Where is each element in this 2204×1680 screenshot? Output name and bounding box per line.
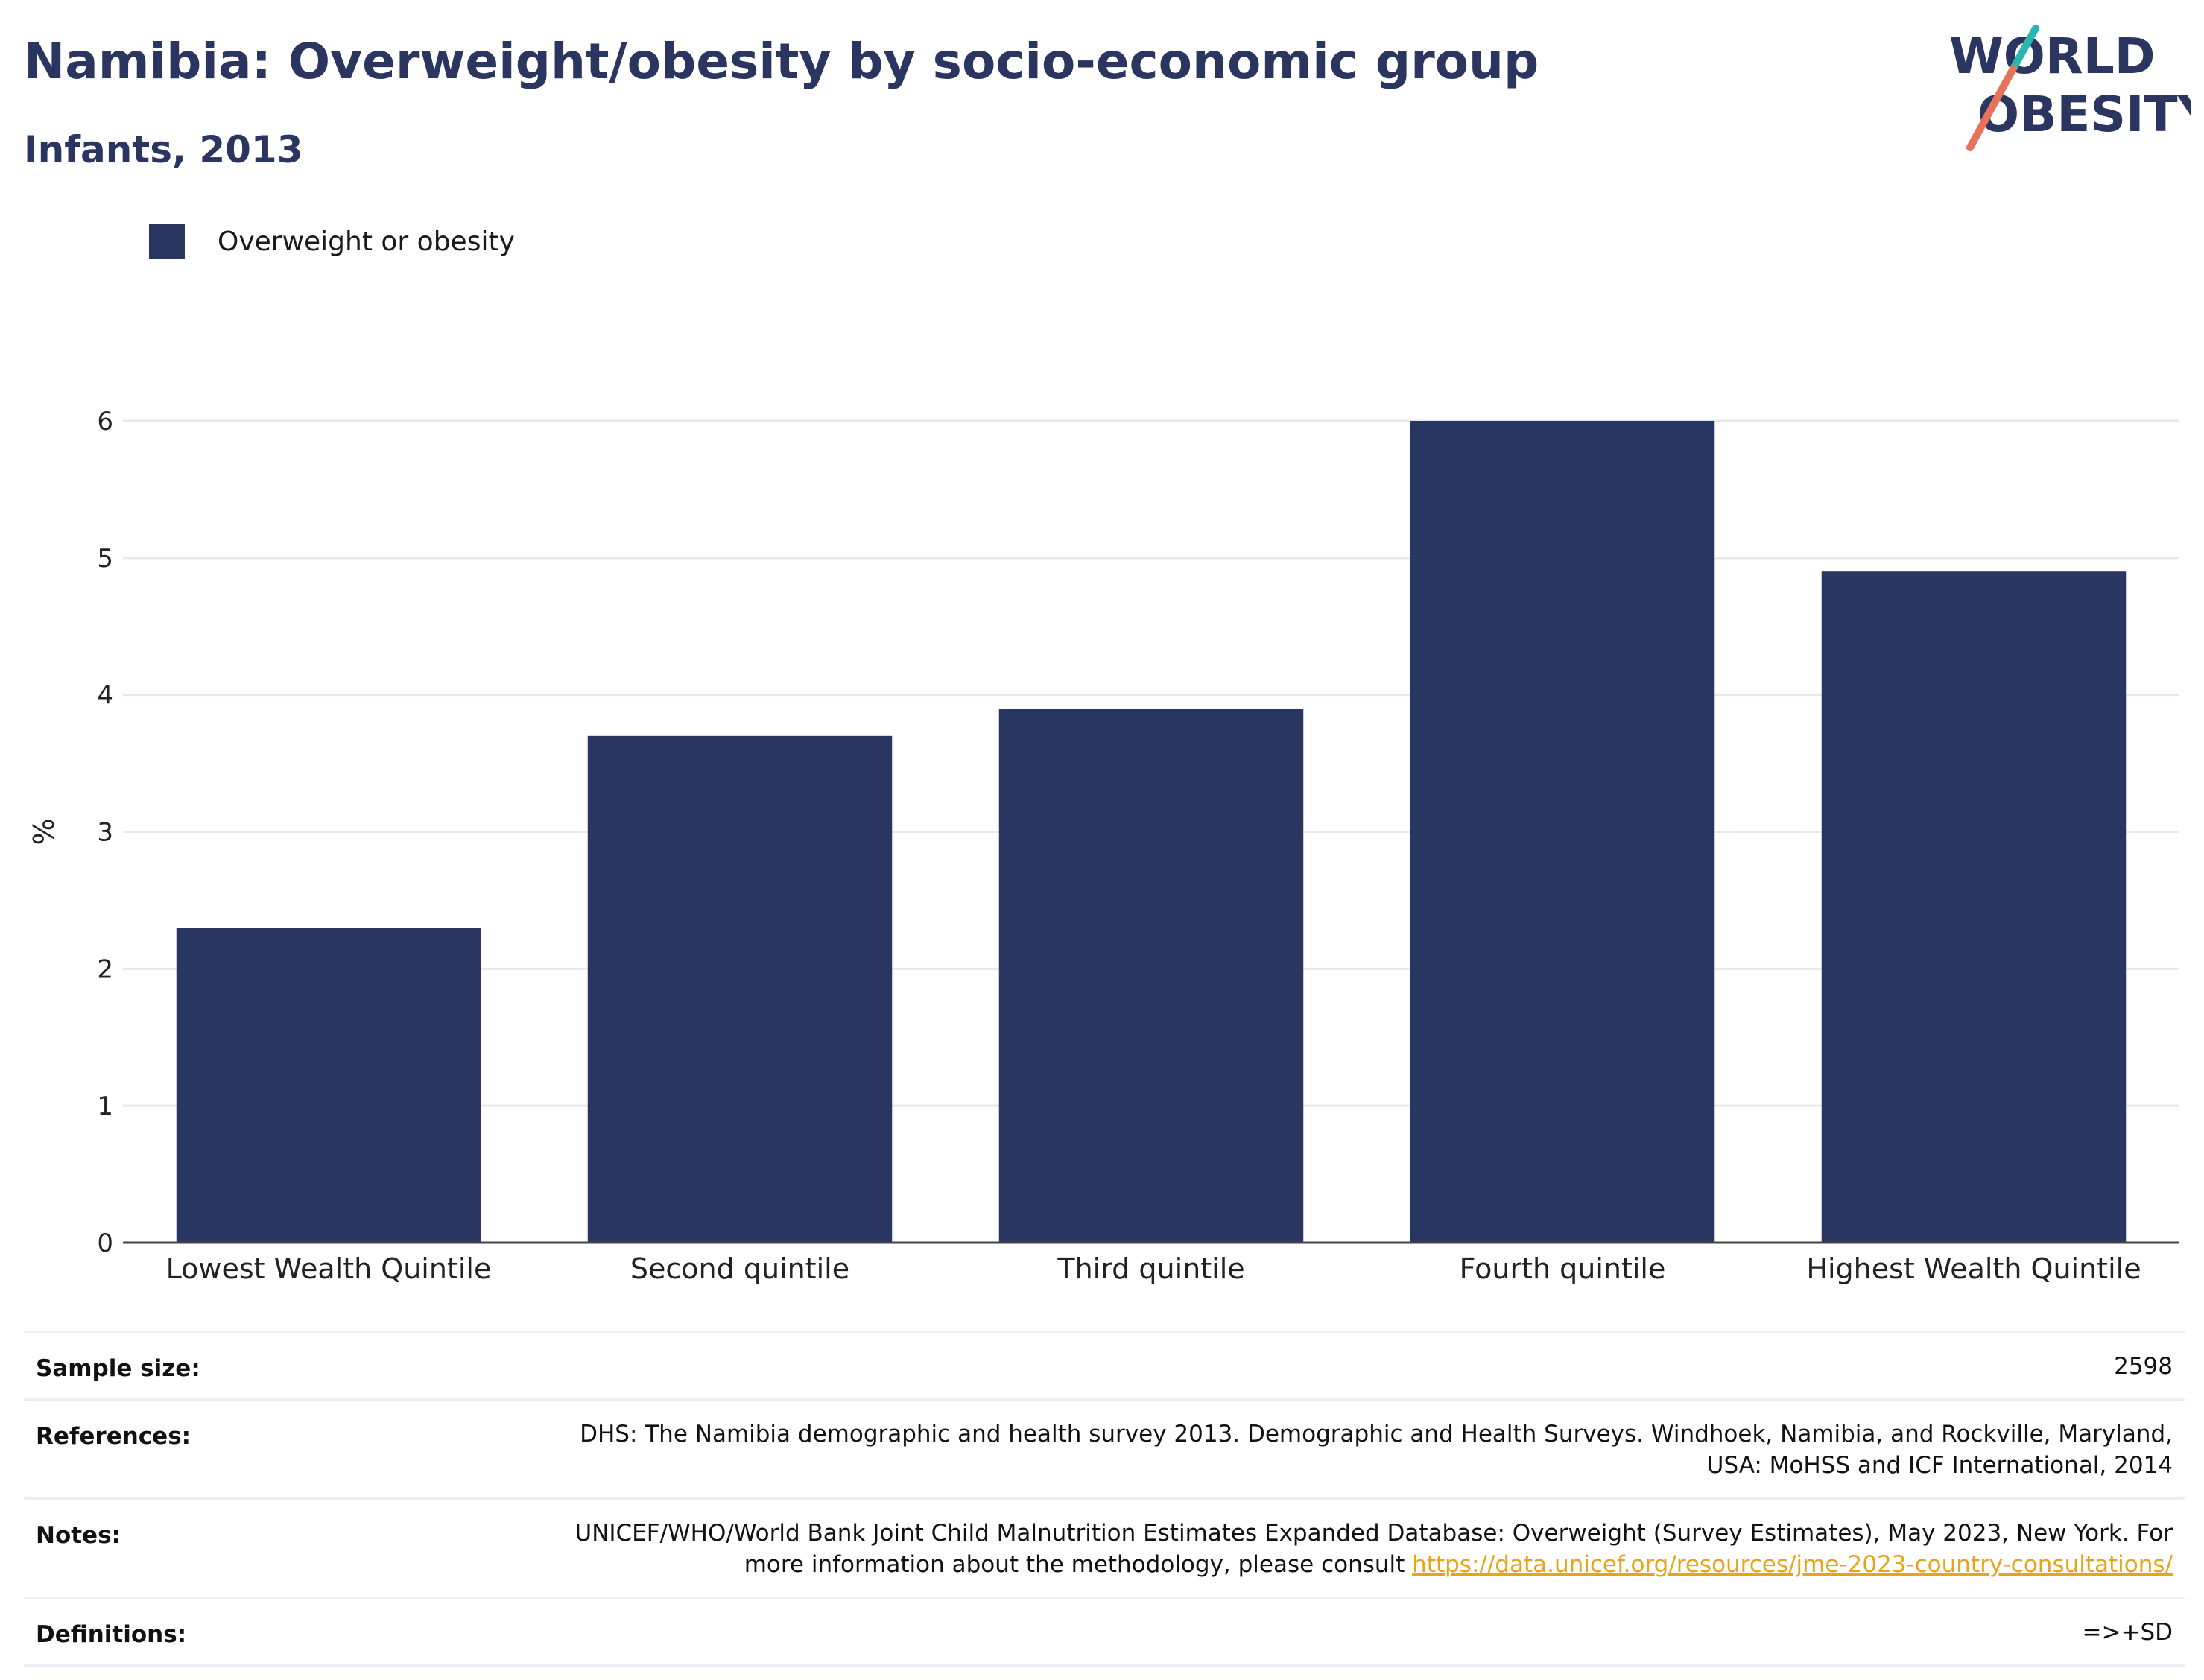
page-title: Namibia: Overweight/obesity by socio-eco… (24, 33, 1539, 90)
references-label: References: (36, 1423, 191, 1450)
bar (176, 928, 481, 1243)
bar-chart: 0 1 2 3 4 5 6% Lowest Wealth Quintile Second qui… (28, 407, 2179, 1285)
x-tick-label: Highest Wealth Quintile (1806, 1252, 2141, 1285)
bar (1410, 421, 1715, 1243)
info-row-definitions: Definitions: =>+SD (24, 1599, 2185, 1667)
y-tick-label: 6 (97, 407, 113, 437)
y-tick-label: 3 (97, 818, 113, 848)
sample-size-label: Sample size: (36, 1355, 200, 1382)
notes-link[interactable]: https://data.unicef.org/resources/jme-20… (1412, 1551, 2173, 1578)
bar (998, 709, 1304, 1243)
info-row-sample-size: Sample size: 2598 (24, 1333, 2185, 1401)
x-tick-label: Fourth quintile (1460, 1252, 1666, 1285)
info-row-references: References: DHS: The Namibia demographic… (24, 1401, 2185, 1500)
notes-text: UNICEF/WHO/World Bank Joint Child Malnut… (574, 1520, 2173, 1578)
y-tick-label: 0 (97, 1229, 113, 1258)
bar (1821, 571, 2127, 1243)
logo-line2: OBESITY (1977, 86, 2191, 143)
y-tick-label: 1 (97, 1091, 113, 1121)
y-tick-label: 2 (97, 954, 113, 984)
legend-label: Overweight or obesity (218, 226, 515, 257)
x-tick-label: Lowest Wealth Quintile (166, 1252, 492, 1285)
logo-slash-bottom (1966, 65, 2017, 151)
logo-line1: WORLD (1949, 28, 2156, 85)
legend-swatch (149, 224, 185, 259)
y-tick-label: 5 (97, 544, 113, 574)
info-row-notes: Notes: UNICEF/WHO/World Bank Joint Child… (24, 1500, 2185, 1599)
references-value: DHS: The Namibia demographic and health … (580, 1421, 2173, 1479)
info-table: Sample size: 2598 References: DHS: The N… (24, 1331, 2185, 1667)
definitions-value: =>+SD (2082, 1619, 2173, 1646)
bar (587, 735, 893, 1243)
chart-legend: Overweight or obesity (149, 221, 515, 262)
y-axis-label: % (28, 818, 60, 845)
world-obesity-logo: WORLD OBESITY (1949, 25, 2191, 151)
page-subtitle: Infants, 2013 (24, 128, 303, 171)
definitions-label: Definitions: (36, 1621, 187, 1648)
notes-value: UNICEF/WHO/World Bank Joint Child Malnut… (548, 1518, 2173, 1580)
sample-size-value: 2598 (2114, 1353, 2173, 1380)
y-tick-label: 4 (97, 681, 113, 711)
logo-slash-top (2010, 25, 2039, 72)
notes-label: Notes: (36, 1522, 121, 1549)
x-tick-label: Second quintile (630, 1252, 849, 1285)
x-tick-label: Third quintile (1057, 1252, 1244, 1285)
